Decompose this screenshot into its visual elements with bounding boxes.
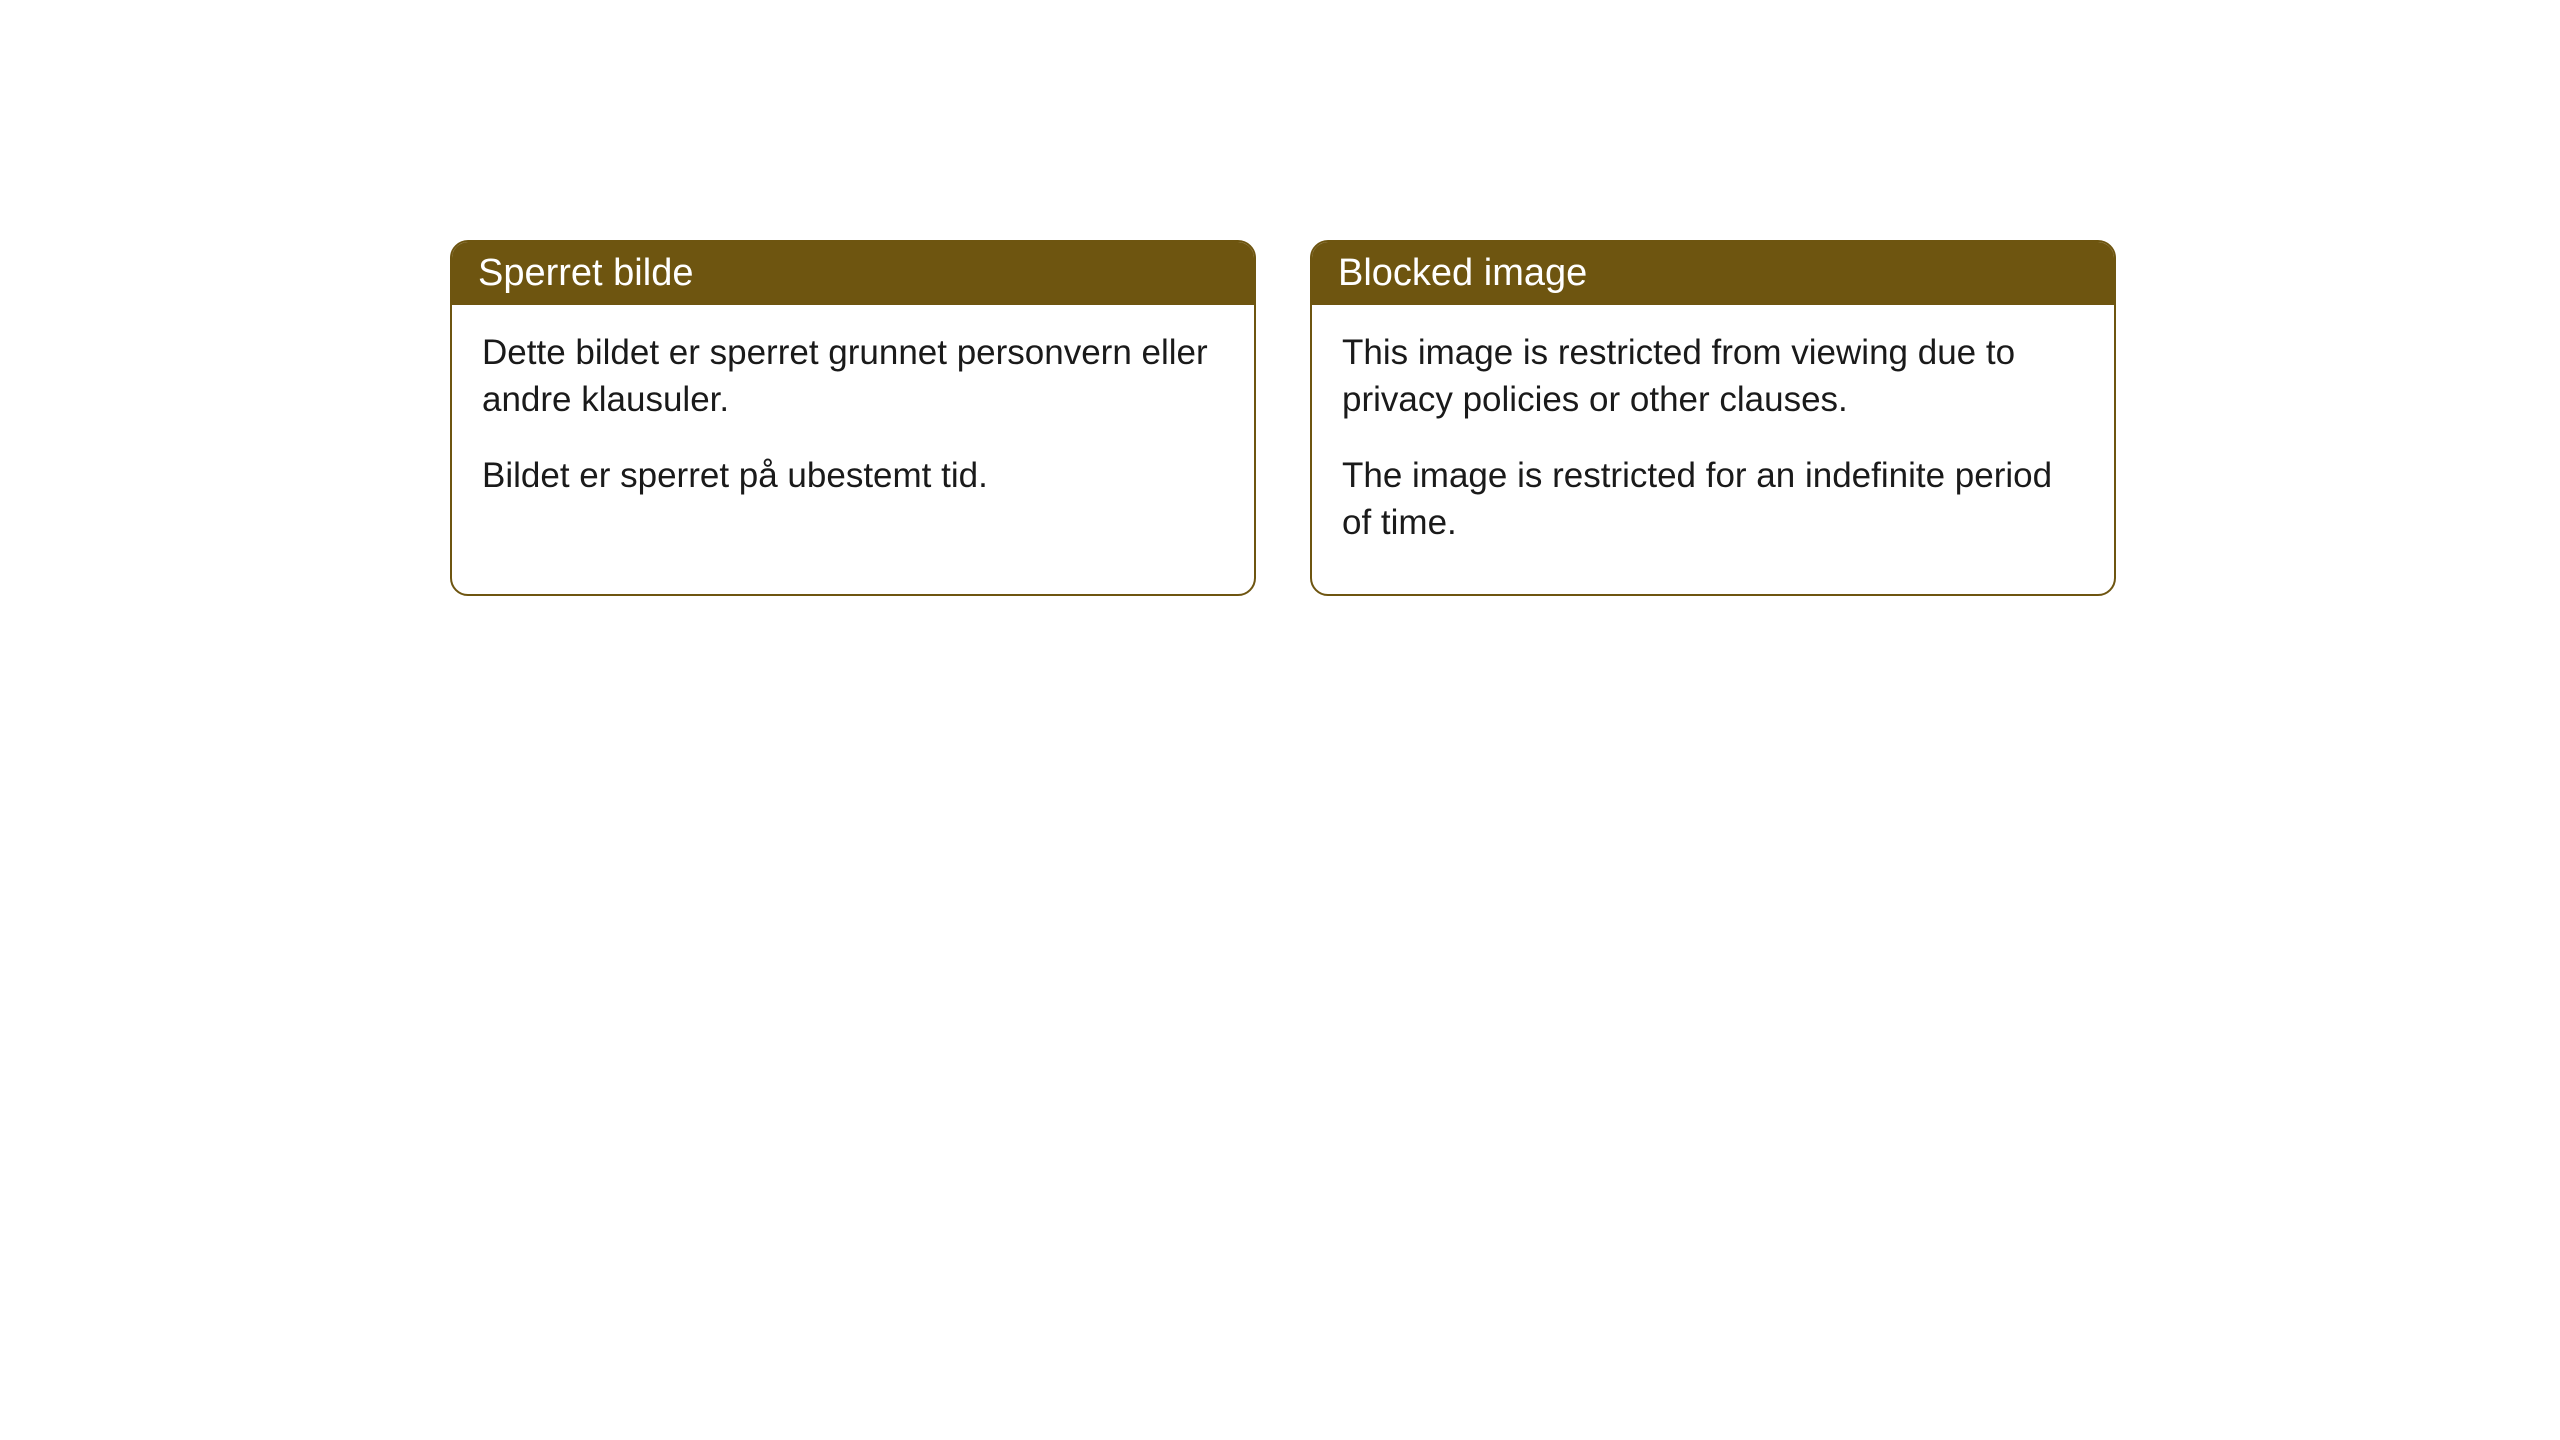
card-paragraph-2: The image is restricted for an indefinit… [1342,452,2084,547]
blocked-image-card-norwegian: Sperret bilde Dette bildet er sperret gr… [450,240,1256,596]
card-paragraph-2: Bildet er sperret på ubestemt tid. [482,452,1224,499]
card-header: Sperret bilde [452,242,1254,305]
blocked-image-card-english: Blocked image This image is restricted f… [1310,240,2116,596]
cards-container: Sperret bilde Dette bildet er sperret gr… [450,240,2116,596]
card-header: Blocked image [1312,242,2114,305]
card-title: Sperret bilde [478,252,693,294]
card-body: Dette bildet er sperret grunnet personve… [452,305,1254,547]
card-paragraph-1: This image is restricted from viewing du… [1342,329,2084,424]
card-body: This image is restricted from viewing du… [1312,305,2114,594]
card-title: Blocked image [1338,252,1587,294]
card-paragraph-1: Dette bildet er sperret grunnet personve… [482,329,1224,424]
